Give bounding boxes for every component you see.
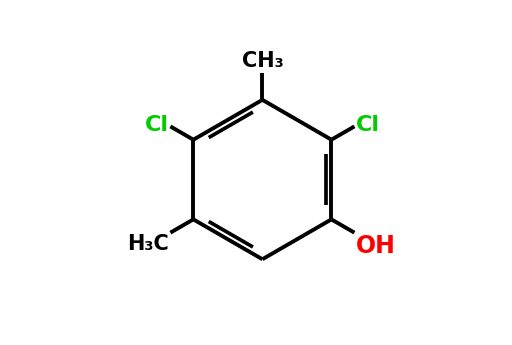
- Text: CH₃: CH₃: [242, 51, 283, 71]
- Text: OH: OH: [356, 234, 396, 258]
- Text: H₃C: H₃C: [127, 234, 168, 254]
- Text: Cl: Cl: [144, 115, 168, 135]
- Text: Cl: Cl: [356, 115, 380, 135]
